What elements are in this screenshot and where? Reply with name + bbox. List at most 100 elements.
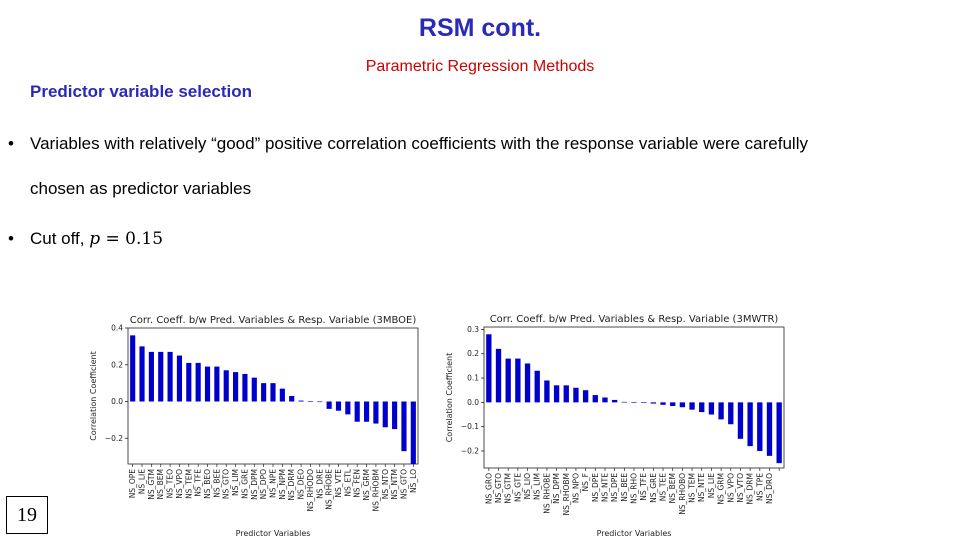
y-tick-label: 0.4 xyxy=(111,324,123,333)
x-tick-label: NS_VPO xyxy=(726,473,735,503)
x-tick-label: NS_LIO xyxy=(523,473,532,500)
bar xyxy=(679,402,686,408)
cutoff-formula: p = 0.15 xyxy=(89,229,163,249)
bar xyxy=(689,402,695,410)
bar xyxy=(354,401,360,422)
chart-title: Corr. Coeff. b/w Pred. Variables & Resp.… xyxy=(490,314,779,325)
x-tick-label: NS_BEM xyxy=(156,469,165,499)
x-tick-label: NS_NPE xyxy=(269,469,278,498)
bar xyxy=(130,335,136,402)
x-tick-label: NS_LIM xyxy=(231,469,240,496)
bar xyxy=(776,402,782,464)
slide-subtitle: Parametric Regression Methods xyxy=(365,58,595,75)
bar xyxy=(563,385,569,403)
bar xyxy=(298,400,304,402)
x-tick-label: NS_DPE xyxy=(591,473,600,502)
bar xyxy=(766,402,773,456)
bar xyxy=(204,366,211,402)
y-tick-label: 0.0 xyxy=(111,397,123,406)
x-tick-label: NS_VPO xyxy=(175,469,184,499)
x-tick-label: NS_NPO xyxy=(571,473,580,503)
x-tick-label: NS_LIE xyxy=(138,469,147,495)
bar xyxy=(261,383,267,402)
bar xyxy=(382,401,388,428)
bar xyxy=(279,388,285,402)
bar xyxy=(148,351,154,402)
x-tick-label: NS_DPO xyxy=(259,469,268,499)
x-tick-label: NS_RHOBM xyxy=(371,469,380,512)
bar xyxy=(335,401,342,411)
x-tick-label: NS_BEE xyxy=(620,473,629,502)
bar xyxy=(392,401,398,430)
x-tick-label: NS_GTO xyxy=(222,469,231,499)
x-tick-label: NS_GTM xyxy=(504,473,513,504)
x-tick-label: NS_RHOBO xyxy=(678,473,687,515)
x-tick-label: NS_DRO xyxy=(765,473,774,504)
x-tick-label: NS_TEM xyxy=(688,473,697,503)
slide-title: RSM cont. xyxy=(418,14,542,42)
x-tick-label: NS_DPM xyxy=(552,473,561,504)
y-axis-label: Correlation Coefficient xyxy=(445,353,454,443)
bar xyxy=(167,351,173,402)
bar xyxy=(621,401,627,403)
x-tick-label: NS_DRM xyxy=(746,473,755,505)
x-tick-label: NS_RHO xyxy=(630,473,639,504)
x-tick-label: NS_GRM xyxy=(362,469,371,501)
bar xyxy=(534,370,540,403)
bar xyxy=(747,402,753,447)
bar xyxy=(737,402,744,439)
bullet-1-text-line-1: Variables with relatively “good” positiv… xyxy=(30,134,808,153)
bar xyxy=(307,401,313,402)
page-number: 19 xyxy=(6,496,48,534)
x-tick-label: NS_ETL xyxy=(343,468,352,496)
bar xyxy=(708,402,715,415)
bullet-2-text: Cut off, p = 0.15 xyxy=(30,216,163,262)
x-tick-label: NS_LIM xyxy=(533,473,542,500)
x-tick-label: NS_BEE xyxy=(212,469,221,498)
bar xyxy=(139,346,145,402)
bar xyxy=(602,397,608,403)
y-tick-label: 0.1 xyxy=(467,374,479,383)
bar xyxy=(631,402,637,403)
bar xyxy=(363,401,370,422)
bar xyxy=(495,348,502,403)
section-heading: Predictor variable selection xyxy=(30,82,253,101)
x-axis-label: Predictor Variables xyxy=(597,529,672,538)
bar xyxy=(401,401,407,452)
bar xyxy=(373,401,379,424)
bar xyxy=(757,402,763,451)
x-tick-label: NS_GRE xyxy=(240,469,249,499)
cutoff-value: = 0.15 xyxy=(100,229,164,249)
bar xyxy=(214,366,220,402)
x-tick-label: NS_F xyxy=(581,473,590,491)
x-tick-label: NS_TPE xyxy=(755,473,764,501)
bar xyxy=(326,401,332,409)
bar xyxy=(242,373,248,402)
y-tick-label: 0.0 xyxy=(467,398,479,407)
cutoff-variable: p xyxy=(89,229,101,249)
x-tick-label: NS_NTE xyxy=(697,473,706,502)
bar xyxy=(611,399,618,403)
bullet-dot-icon: • xyxy=(8,229,14,248)
bar xyxy=(176,355,183,402)
x-tick-label: NS_GRE xyxy=(649,473,658,503)
x-tick-label: NS_BEM xyxy=(668,473,677,503)
bar xyxy=(670,402,676,407)
y-tick-label: 0.3 xyxy=(467,325,479,334)
x-tick-label: NS_NTE xyxy=(600,473,609,502)
bar xyxy=(553,385,560,403)
x-tick-label: NS_GTO xyxy=(494,473,503,503)
bar xyxy=(486,334,492,403)
chart-title: Corr. Coeff. b/w Pred. Variables & Resp.… xyxy=(130,315,417,326)
x-tick-label: NS_BEO xyxy=(203,469,212,499)
x-tick-label: NS_RHOBE xyxy=(542,473,551,514)
x-tick-label: NS_GTE xyxy=(513,473,522,502)
x-tick-label: NS_TEO xyxy=(166,469,175,498)
x-tick-label: NS_TFE xyxy=(639,473,648,501)
x-tick-label: NS_NTM xyxy=(390,469,399,500)
x-tick-label: NS_DRM xyxy=(287,469,296,501)
bar xyxy=(410,401,416,464)
bar xyxy=(233,372,239,402)
